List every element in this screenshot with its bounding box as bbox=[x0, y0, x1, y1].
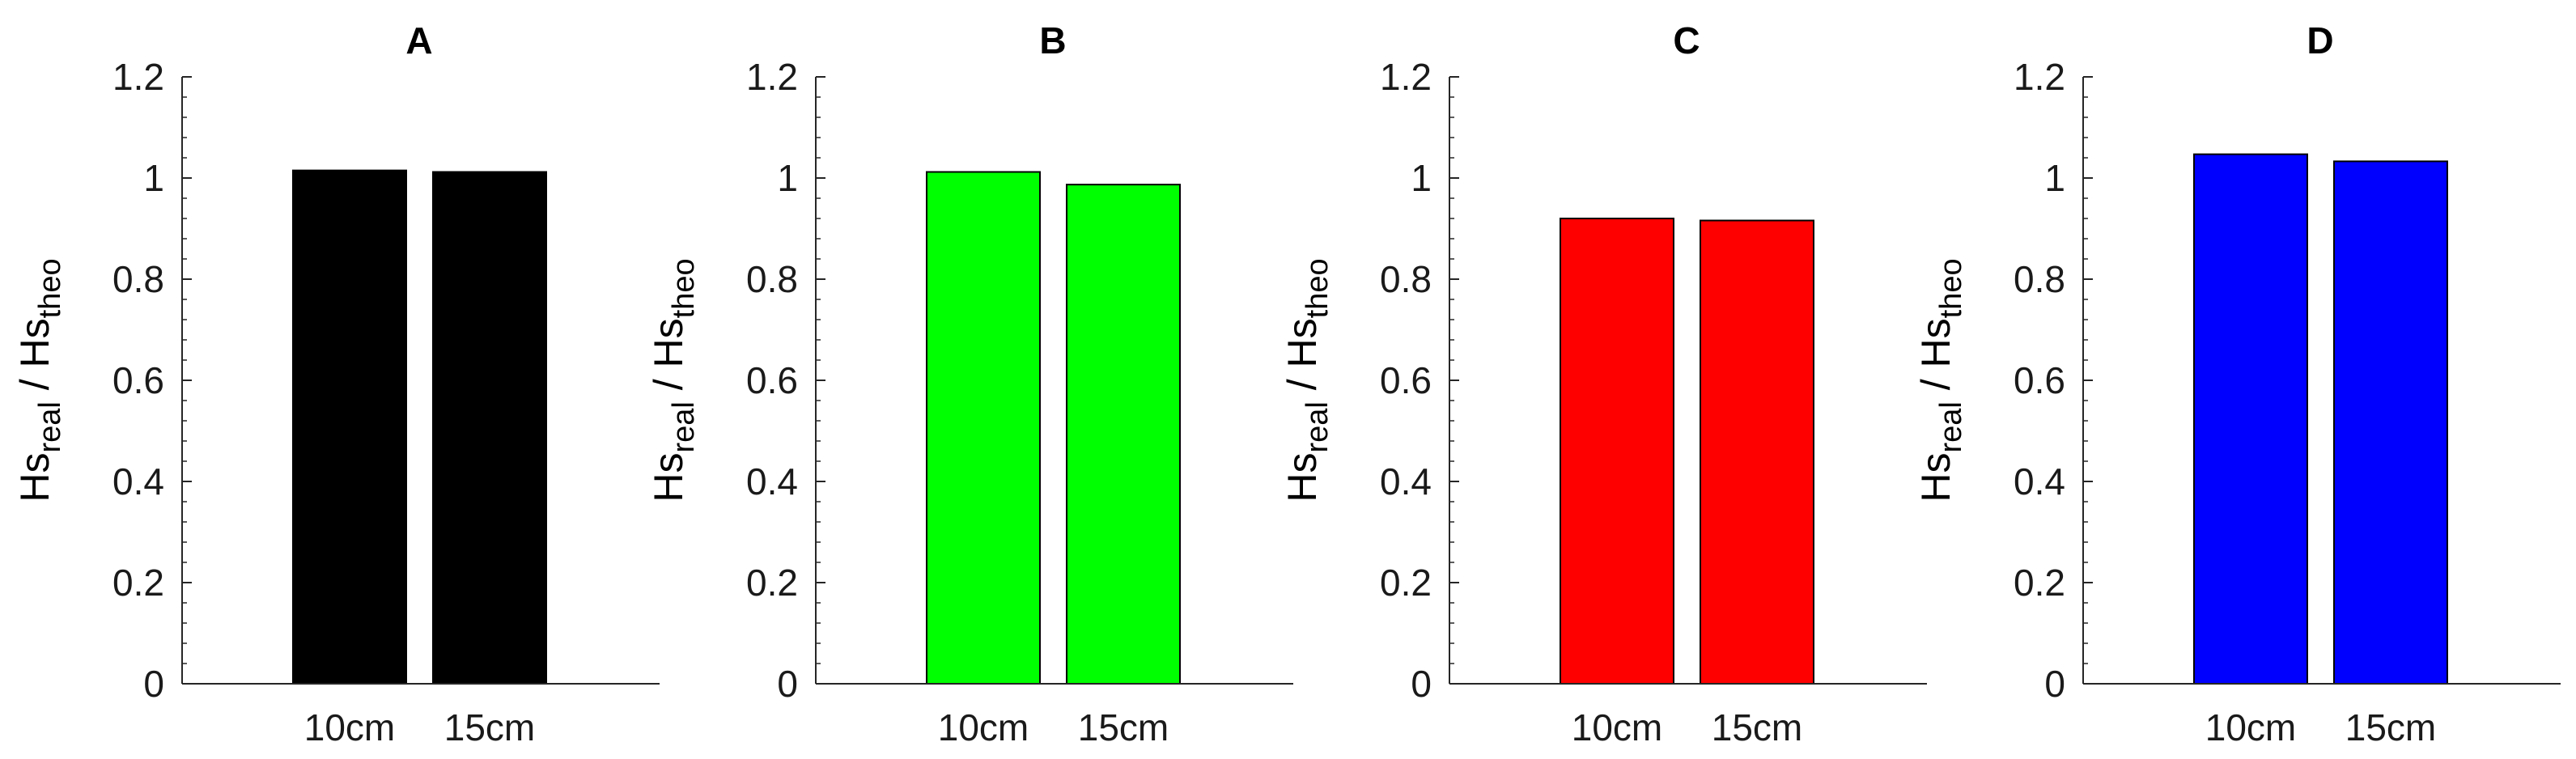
y-tick-label: 0.2 bbox=[1380, 562, 1432, 604]
bar-10cm bbox=[1560, 218, 1674, 685]
bar-10cm bbox=[2193, 153, 2308, 685]
y-tick-label: 0.6 bbox=[746, 359, 798, 401]
y-tick-label: 0.4 bbox=[746, 460, 798, 502]
y-tick-label: 0.6 bbox=[2014, 359, 2065, 401]
y-axis-label: Hsreal / Hstheo bbox=[12, 258, 67, 502]
y-tick-label: 1.2 bbox=[112, 56, 164, 98]
y-tick-label: 0.4 bbox=[2014, 460, 2065, 502]
bar-15cm bbox=[1066, 184, 1181, 685]
y-tick-label: 0.6 bbox=[1380, 359, 1432, 401]
y-tick-label: 0.4 bbox=[1380, 460, 1432, 502]
y-tick-label: 1 bbox=[143, 157, 164, 199]
chart-panel-c: 0 0.2 0.4 0.6 0.8 1 1.2 10cm 15cm C Hsreal / Hsthe… bbox=[1280, 19, 1927, 748]
chart-panel-a: 0 0.2 0.4 0.6 0.8 1 1.2 10cm 15cm A Hsreal / Hsthe… bbox=[12, 19, 660, 748]
bar-15cm bbox=[2333, 160, 2448, 685]
y-tick-label: 0.6 bbox=[112, 359, 164, 401]
bar-15cm bbox=[432, 171, 547, 685]
y-tick-label: 0 bbox=[2044, 663, 2065, 705]
y-tick-label: 0.2 bbox=[746, 562, 798, 604]
x-tick-label: 15cm bbox=[444, 706, 535, 748]
y-tick-label: 0.8 bbox=[112, 258, 164, 300]
x-tick-label: 15cm bbox=[1712, 706, 1802, 748]
bar-10cm bbox=[926, 171, 1041, 685]
y-tick-label: 0 bbox=[143, 663, 164, 705]
y-tick-label: 0.2 bbox=[2014, 562, 2065, 604]
x-tick-label: 15cm bbox=[2345, 706, 2436, 748]
bar-15cm bbox=[1700, 219, 1814, 685]
x-tick-label: 10cm bbox=[1572, 706, 1662, 748]
y-tick-label: 1.2 bbox=[2014, 56, 2065, 98]
y-tick-label: 0 bbox=[1411, 663, 1432, 705]
y-tick-label: 0.8 bbox=[746, 258, 798, 300]
x-tick-label: 10cm bbox=[304, 706, 395, 748]
y-tick-label: 0.8 bbox=[1380, 258, 1432, 300]
x-tick-label: 10cm bbox=[2205, 706, 2296, 748]
bar-10cm bbox=[292, 169, 407, 685]
y-axis-label: Hsreal / Hstheo bbox=[646, 258, 701, 502]
y-tick-label: 0 bbox=[777, 663, 798, 705]
chart-panel-d: 0 0.2 0.4 0.6 0.8 1 1.2 10cm 15cm D Hsreal / Hsthe… bbox=[1913, 19, 2561, 748]
y-tick-label: 0.2 bbox=[112, 562, 164, 604]
y-axis-label: Hsreal / Hstheo bbox=[1913, 258, 1968, 502]
x-tick-label: 15cm bbox=[1078, 706, 1169, 748]
panel-title: B bbox=[1039, 19, 1066, 61]
x-tick-label: 10cm bbox=[938, 706, 1029, 748]
y-tick-label: 1 bbox=[2044, 157, 2065, 199]
y-axis-label: Hsreal / Hstheo bbox=[1280, 258, 1335, 502]
panel-title: D bbox=[2307, 19, 2333, 61]
y-tick-label: 1 bbox=[777, 157, 798, 199]
y-tick-label: 0.8 bbox=[2014, 258, 2065, 300]
y-tick-label: 1.2 bbox=[1380, 56, 1432, 98]
chart-panel-b: 0 0.2 0.4 0.6 0.8 1 1.2 10cm 15cm B Hsreal / Hsthe… bbox=[646, 19, 1293, 748]
y-tick-label: 0.4 bbox=[112, 460, 164, 502]
y-tick-label: 1.2 bbox=[746, 56, 798, 98]
y-tick-label: 1 bbox=[1411, 157, 1432, 199]
panel-title: C bbox=[1673, 19, 1700, 61]
panel-title: A bbox=[405, 19, 432, 61]
